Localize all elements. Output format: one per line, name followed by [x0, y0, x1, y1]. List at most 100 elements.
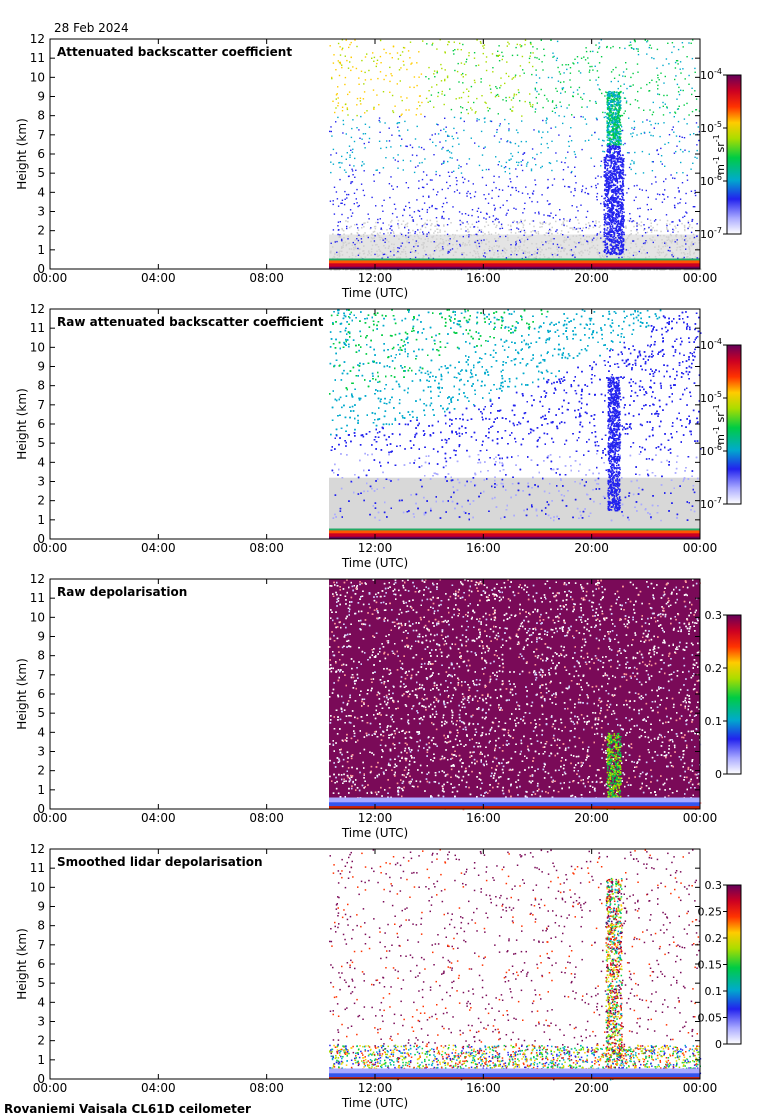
heatmap-cell	[539, 226, 541, 228]
heatmap-cell	[517, 250, 519, 252]
heatmap-cell	[604, 183, 606, 186]
heatmap-cell	[378, 172, 381, 174]
heatmap-cell	[626, 269, 629, 271]
heatmap-cell	[463, 120, 465, 123]
heatmap-cell	[682, 46, 684, 48]
heatmap-cell	[619, 241, 621, 243]
heatmap-cell	[613, 121, 615, 124]
heatmap-cell	[450, 152, 453, 154]
heatmap-cell	[690, 245, 693, 247]
heatmap-cell	[611, 198, 614, 200]
heatmap-cell	[670, 242, 673, 244]
heatmap-cell	[409, 231, 411, 234]
heatmap-cell	[611, 157, 613, 160]
heatmap-cell	[375, 205, 377, 207]
heatmap-cell	[615, 225, 618, 228]
heatmap-cell	[393, 249, 396, 251]
heatmap-cell	[579, 227, 581, 230]
heatmap-cell	[401, 242, 404, 244]
heatmap-cell	[356, 188, 358, 191]
heatmap-cell	[413, 171, 416, 174]
heatmap-cell	[524, 43, 526, 46]
heatmap-cell	[402, 60, 405, 63]
heatmap-cell	[418, 237, 420, 239]
heatmap-cell	[609, 238, 612, 240]
heatmap-cell	[461, 107, 464, 109]
heatmap-cell	[348, 242, 351, 244]
heatmap-cell	[437, 124, 439, 126]
heatmap-cell	[604, 243, 606, 246]
heatmap-cell	[407, 187, 410, 189]
heatmap-cell	[628, 152, 630, 154]
heatmap-cell	[628, 235, 630, 237]
heatmap-cell	[618, 175, 620, 177]
heatmap-cell	[385, 268, 387, 271]
heatmap-cell	[563, 72, 565, 74]
heatmap-cell	[691, 87, 693, 89]
heatmap-cell	[649, 120, 651, 122]
heatmap-cell	[517, 246, 520, 248]
heatmap-cell	[372, 89, 375, 91]
heatmap-cell	[485, 61, 487, 63]
heatmap-cell	[436, 220, 438, 223]
heatmap-cell	[448, 243, 451, 245]
heatmap-cell	[504, 248, 506, 250]
heatmap-cell	[642, 242, 645, 245]
heatmap-cell	[669, 233, 672, 236]
heatmap-cell	[625, 62, 627, 64]
heatmap-cell	[548, 203, 550, 206]
heatmap-cell	[420, 268, 422, 271]
heatmap-cell	[581, 189, 583, 191]
heatmap-cell	[469, 251, 471, 254]
heatmap-cell	[350, 269, 352, 271]
heatmap-cell	[670, 174, 672, 176]
heatmap-cell	[603, 209, 605, 211]
heatmap-cell	[465, 254, 468, 256]
heatmap-cell	[528, 57, 531, 60]
heatmap-cell	[630, 133, 632, 135]
heatmap-cell	[428, 66, 430, 69]
heatmap-cell	[332, 163, 335, 165]
heatmap-cell	[341, 155, 343, 158]
heatmap-cell	[618, 200, 620, 203]
heatmap-cell	[569, 79, 571, 81]
heatmap-cell	[608, 145, 610, 147]
heatmap-cell	[350, 225, 352, 228]
heatmap-cell	[600, 39, 602, 41]
heatmap-cell	[494, 96, 497, 98]
heatmap-cell	[437, 91, 440, 94]
heatmap-cell	[344, 55, 346, 57]
heatmap-cell	[632, 240, 634, 242]
heatmap-cell	[621, 195, 623, 198]
heatmap-cell	[574, 175, 576, 177]
heatmap-cell	[481, 154, 484, 156]
heatmap-cell	[546, 257, 549, 260]
heatmap-cell	[639, 248, 641, 250]
heatmap-cell	[360, 256, 362, 259]
heatmap-cell	[507, 237, 509, 239]
heatmap-cell	[443, 241, 445, 244]
heatmap-cell	[537, 232, 540, 235]
heatmap-cell	[457, 48, 459, 51]
heatmap-cell	[616, 146, 619, 148]
heatmap-cell	[678, 191, 680, 193]
heatmap-cell	[665, 58, 668, 60]
heatmap-cell	[443, 234, 446, 237]
heatmap-cell	[447, 250, 449, 253]
heatmap-cell	[492, 220, 494, 223]
heatmap-cell	[534, 179, 536, 181]
heatmap-cell	[607, 178, 610, 181]
heatmap-cell	[546, 118, 548, 120]
heatmap-cell	[560, 244, 562, 246]
heatmap-cell	[611, 140, 614, 143]
heatmap-cell	[651, 229, 653, 231]
heatmap-cell	[390, 232, 392, 234]
heatmap-cell	[609, 179, 611, 181]
heatmap-cell	[407, 232, 410, 234]
heatmap-cell	[392, 188, 394, 190]
heatmap-cell	[376, 243, 378, 246]
heatmap-cell	[394, 208, 397, 210]
heatmap-cell	[662, 193, 664, 195]
heatmap-cell	[648, 226, 650, 229]
heatmap-cell	[523, 241, 526, 243]
